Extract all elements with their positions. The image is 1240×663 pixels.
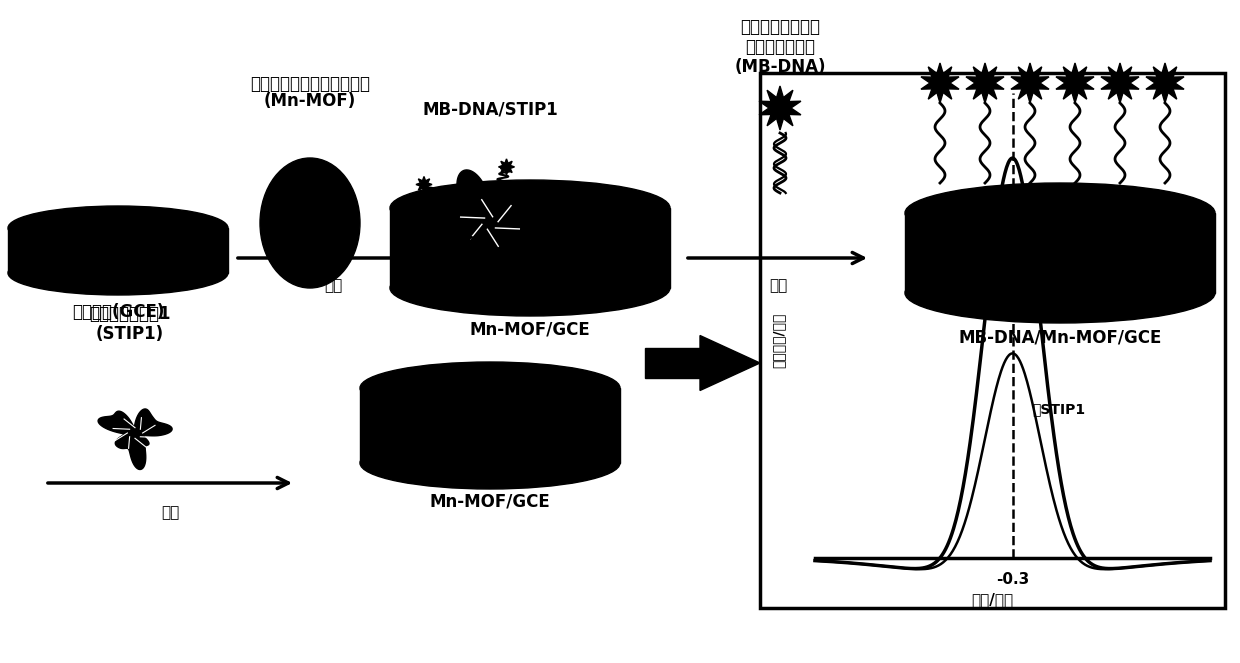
Text: -0.3: -0.3	[996, 572, 1029, 587]
Ellipse shape	[360, 437, 620, 489]
Text: 孵育: 孵育	[161, 505, 179, 520]
Text: (STIP1): (STIP1)	[95, 325, 164, 343]
Polygon shape	[529, 283, 620, 308]
Ellipse shape	[391, 260, 670, 316]
Text: MB-DNA/STIP1: MB-DNA/STIP1	[422, 100, 558, 118]
Text: (Mn-MOF): (Mn-MOF)	[264, 92, 356, 110]
Polygon shape	[539, 221, 556, 237]
Ellipse shape	[7, 251, 228, 295]
Text: 电流强度/微安: 电流强度/微安	[771, 313, 785, 368]
Text: (MB-DNA): (MB-DNA)	[734, 58, 826, 76]
Text: Mn-MOF/GCE: Mn-MOF/GCE	[429, 493, 551, 511]
Polygon shape	[360, 388, 620, 463]
Polygon shape	[458, 229, 474, 245]
Text: 锰掺杂金属有机骨架复合物: 锰掺杂金属有机骨架复合物	[250, 75, 370, 93]
Polygon shape	[759, 86, 801, 130]
Ellipse shape	[391, 180, 670, 236]
Ellipse shape	[7, 206, 228, 250]
Polygon shape	[905, 213, 1215, 293]
Text: 孵育: 孵育	[769, 278, 787, 293]
Polygon shape	[432, 170, 558, 269]
Polygon shape	[7, 228, 228, 273]
Ellipse shape	[260, 158, 360, 288]
Polygon shape	[1011, 63, 1049, 103]
Polygon shape	[98, 409, 172, 469]
Text: 滴涂: 滴涂	[324, 278, 342, 293]
Ellipse shape	[360, 362, 620, 414]
Ellipse shape	[905, 183, 1215, 243]
Text: 加STIP1: 加STIP1	[1033, 402, 1086, 416]
Polygon shape	[1146, 63, 1184, 103]
Text: 亚甲基蓝末端标记: 亚甲基蓝末端标记	[740, 18, 820, 36]
Text: 应激诱导磷蛋白1: 应激诱导磷蛋白1	[89, 305, 171, 323]
Polygon shape	[701, 335, 760, 391]
Polygon shape	[921, 63, 959, 103]
Polygon shape	[557, 185, 572, 202]
Ellipse shape	[905, 263, 1215, 323]
Text: +: +	[474, 276, 506, 314]
Text: Mn-MOF/GCE: Mn-MOF/GCE	[470, 320, 590, 338]
Polygon shape	[391, 208, 670, 288]
Polygon shape	[966, 63, 1004, 103]
Text: 电位/伏特: 电位/伏特	[971, 593, 1013, 607]
Polygon shape	[498, 159, 515, 175]
Text: 玻碳电极(GCE): 玻碳电极(GCE)	[72, 303, 164, 321]
Polygon shape	[1056, 63, 1094, 103]
Text: MB-DNA/Mn-MOF/GCE: MB-DNA/Mn-MOF/GCE	[959, 328, 1162, 346]
Text: 未加STIP1: 未加STIP1	[1033, 216, 1094, 230]
Text: 的单链核酸适体: 的单链核酸适体	[745, 38, 815, 56]
Polygon shape	[415, 176, 432, 192]
Polygon shape	[645, 348, 701, 378]
Polygon shape	[1101, 63, 1140, 103]
